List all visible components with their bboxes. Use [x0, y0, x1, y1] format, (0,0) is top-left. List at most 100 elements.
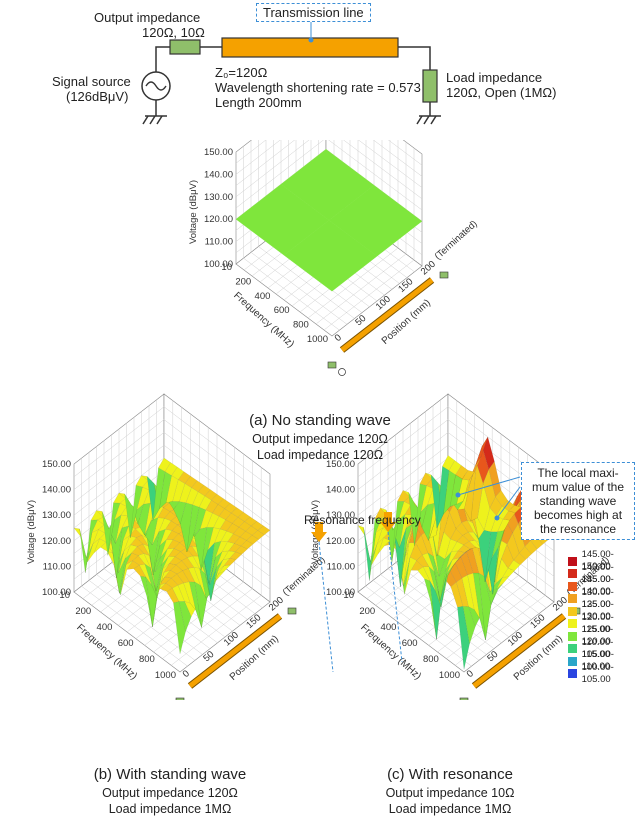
surface	[235, 149, 423, 292]
note-line: becomes high at	[533, 508, 623, 522]
legend-swatch	[568, 656, 577, 666]
surface	[73, 457, 271, 654]
legend-item: 145.00-150.00	[568, 549, 640, 572]
frequency-tick: 600	[118, 638, 134, 649]
legend-item: 105.00-110.00	[568, 649, 640, 672]
load-resistor-icon	[287, 607, 297, 615]
note-pointer-dot	[494, 515, 500, 521]
position-bar	[340, 278, 434, 352]
legend-label: 120.00-125.00	[581, 611, 614, 635]
arrow-icon	[380, 512, 396, 532]
legend-item: 120.00-125.00	[568, 612, 640, 635]
voltage-tick: 120.00	[326, 536, 355, 547]
voltage-axis-label: Voltage (dBμV)	[188, 180, 199, 244]
voltage-tick: 140.00	[42, 485, 71, 496]
resonance-frequency-label: Resonance frequency	[304, 513, 421, 527]
legend-swatch	[568, 619, 577, 629]
panel-b-output: Output impedance 120Ω	[102, 786, 238, 800]
plots-canvas: 150.00 140.00 130.00 120.00 110.00 100.00 Volt…	[26, 140, 612, 700]
legend-label: 105.00-110.00	[581, 649, 614, 673]
panel-a-caption: (a) No standing wave	[249, 412, 391, 429]
legend-swatch	[568, 556, 577, 566]
legend-swatch	[568, 644, 577, 654]
resonance-markers	[311, 476, 521, 673]
position-tick: 0	[181, 668, 192, 680]
note-line: The local maxi-	[537, 466, 619, 480]
resonance-note: The local maxi- mum value of the standin…	[521, 462, 635, 540]
frequency-tick: 800	[293, 320, 309, 331]
load-impedance-value: 120Ω, Open (1MΩ)	[446, 85, 557, 100]
position-tick: 0	[333, 332, 344, 344]
plot-panel-a: 150.00 140.00 130.00 120.00 110.00 100.00 Volt…	[188, 140, 480, 376]
frequency-tick: 10	[59, 590, 70, 601]
position-bar	[472, 614, 566, 688]
voltage-tick: 130.00	[326, 510, 355, 521]
legend-label: 130.00-135.00	[581, 586, 614, 610]
panel-c-output: Output impedance 10Ω	[385, 786, 515, 800]
frequency-tick: 200	[359, 606, 375, 617]
legend-label: 140.00-145.00	[581, 561, 614, 585]
voltage-axis-label: Voltage (dBμV)	[26, 500, 37, 564]
legend-label: 110.00-115.00	[581, 636, 614, 660]
legend-swatch	[568, 606, 577, 616]
legend-swatch	[568, 669, 577, 679]
voltage-tick: 110.00	[43, 561, 71, 572]
legend-item: 135.00-140.00	[568, 574, 640, 597]
frequency-tick: 1000	[439, 670, 460, 681]
legend-item: 110.00-115.00	[568, 637, 640, 660]
frequency-tick: 10	[343, 590, 354, 601]
voltage-tick: 120.00	[42, 536, 71, 547]
panel-a-output: Output impedance 120Ω	[252, 432, 388, 446]
note-line: standing wave	[539, 494, 617, 508]
legend-label: 100.00-105.00	[581, 661, 614, 685]
panel-a-load: Load impedance 120Ω	[256, 448, 384, 462]
position-bar	[188, 614, 282, 688]
frequency-tick: 800	[423, 654, 439, 665]
ground-icon	[142, 115, 167, 125]
legend-item: 100.00-105.00	[568, 662, 640, 685]
transmission-line-label: Transmission line	[256, 3, 371, 22]
source-resistor-icon	[327, 361, 337, 369]
wavelength-shortening: Wavelength shortening rate = 0.573	[215, 80, 421, 95]
line-length: Length 200mm	[215, 95, 302, 110]
signal-source-value: (126dBμV)	[66, 89, 129, 104]
output-resistor	[169, 39, 201, 55]
load-resistor	[422, 69, 438, 103]
voltage-tick: 100.00	[204, 259, 233, 270]
frequency-tick: 1000	[307, 334, 328, 345]
resonance-dashed-line	[318, 541, 334, 673]
signal-source-label: Signal source	[52, 74, 131, 89]
frequency-tick: 400	[381, 622, 397, 633]
legend-swatch	[568, 569, 577, 579]
output-impedance-value: 120Ω, 10Ω	[142, 25, 205, 40]
legend-item: 140.00-145.00	[568, 562, 640, 585]
voltage-tick: 110.00	[205, 237, 233, 248]
legend-label: 115.00-120.00	[581, 624, 614, 648]
voltage-tick: 130.00	[42, 510, 71, 521]
frequency-tick: 10	[221, 262, 232, 273]
legend-swatch	[568, 594, 577, 604]
frequency-tick: 1000	[155, 670, 176, 681]
source-icon	[338, 368, 346, 376]
voltage-tick: 130.00	[204, 192, 233, 203]
note-pointer	[496, 486, 521, 519]
terminated-label: (Terminated)	[433, 218, 480, 262]
panel-b-load: Load impedance 1MΩ	[108, 802, 232, 816]
voltage-tick: 150.00	[326, 459, 355, 470]
resonance-dashed-line	[387, 531, 403, 663]
panel-c-caption: (c) With resonance	[387, 766, 513, 783]
source-resistor-icon	[175, 697, 185, 700]
voltage-tick: 110.00	[327, 561, 355, 572]
surface-patch	[442, 455, 455, 471]
frequency-tick: 200	[75, 606, 91, 617]
characteristic-impedance: Z₀=120Ω	[215, 65, 268, 80]
legend-swatch	[568, 631, 577, 641]
note-line: the resonance	[539, 522, 617, 536]
voltage-tick: 140.00	[204, 169, 233, 180]
position-tick: 0	[465, 668, 476, 680]
legend-label: 145.00-150.00	[581, 549, 614, 573]
voltage-tick: 140.00	[326, 485, 355, 496]
legend-label: 135.00-140.00	[581, 574, 614, 598]
legend-label: 125.00-130.00	[581, 599, 614, 623]
voltage-tick: 100.00	[326, 587, 355, 598]
